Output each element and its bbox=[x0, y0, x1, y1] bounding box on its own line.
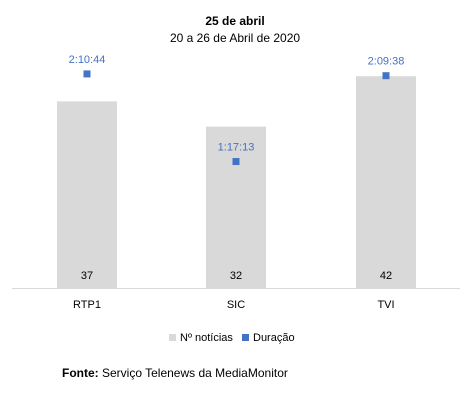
bar-rtp1 bbox=[57, 101, 117, 289]
bar-label-sic: 32 bbox=[230, 270, 242, 282]
legend-swatch-noticias bbox=[169, 334, 176, 341]
bar-sic bbox=[206, 126, 266, 288]
x-tick-tvi: TVI bbox=[377, 299, 394, 311]
legend-label-duracao: Duração bbox=[253, 332, 295, 344]
duration-point-tvi bbox=[382, 72, 390, 80]
chart-title: 25 de abril bbox=[205, 14, 265, 28]
x-tick-sic: SIC bbox=[227, 299, 245, 311]
duration-label-rtp1: 2:10:44 bbox=[69, 54, 106, 66]
duration-label-sic: 1:17:13 bbox=[218, 142, 255, 154]
bar-tvi bbox=[356, 76, 416, 288]
source-text: Serviço Telenews da MediaMonitor bbox=[98, 366, 288, 380]
duration-label-tvi: 2:09:38 bbox=[368, 56, 405, 68]
duration-point-rtp1 bbox=[83, 70, 91, 78]
x-tick-rtp1: RTP1 bbox=[73, 299, 101, 311]
legend-label-noticias: Nº notícias bbox=[180, 332, 233, 344]
duration-point-sic bbox=[232, 158, 240, 166]
bar-label-rtp1: 37 bbox=[81, 270, 93, 282]
source-label: Fonte: bbox=[62, 366, 99, 380]
bar-label-tvi: 42 bbox=[380, 270, 392, 282]
chart-subtitle: 20 a 26 de Abril de 2020 bbox=[169, 31, 301, 45]
legend-swatch-duracao bbox=[242, 334, 249, 341]
source-note: Fonte: Serviço Telenews da MediaMonitor bbox=[62, 366, 288, 380]
